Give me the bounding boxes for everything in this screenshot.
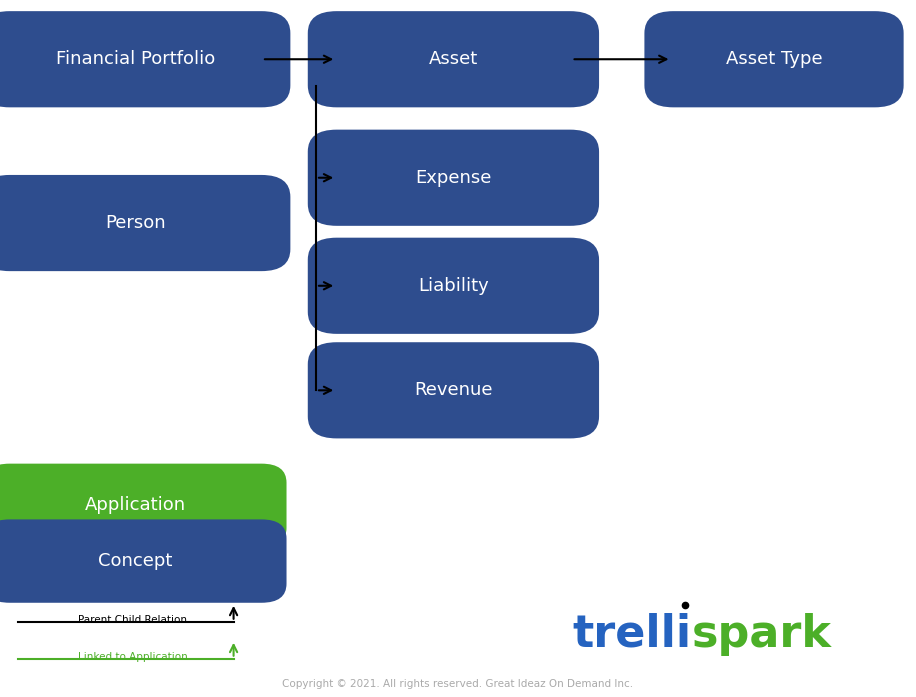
FancyBboxPatch shape <box>308 11 599 107</box>
Text: Revenue: Revenue <box>414 381 493 399</box>
FancyBboxPatch shape <box>308 130 599 226</box>
Text: Expense: Expense <box>415 169 492 187</box>
Text: Liability: Liability <box>418 277 489 295</box>
FancyBboxPatch shape <box>645 11 903 107</box>
Text: spark: spark <box>692 613 832 656</box>
Text: Person: Person <box>105 214 166 232</box>
FancyBboxPatch shape <box>0 11 290 107</box>
Text: Copyright © 2021. All rights reserved. Great Ideaz On Demand Inc.: Copyright © 2021. All rights reserved. G… <box>282 679 634 689</box>
FancyBboxPatch shape <box>0 175 290 271</box>
FancyBboxPatch shape <box>308 342 599 438</box>
Text: Asset: Asset <box>429 50 478 68</box>
Text: Asset Type: Asset Type <box>725 50 823 68</box>
FancyBboxPatch shape <box>0 519 287 603</box>
Text: Concept: Concept <box>98 552 173 570</box>
FancyBboxPatch shape <box>308 238 599 334</box>
Text: trelli: trelli <box>572 613 692 656</box>
FancyBboxPatch shape <box>0 464 287 547</box>
Text: Linked to Application: Linked to Application <box>78 652 188 661</box>
Text: Application: Application <box>85 496 186 514</box>
Text: Parent Child Relation: Parent Child Relation <box>78 615 187 625</box>
Text: Financial Portfolio: Financial Portfolio <box>56 50 215 68</box>
